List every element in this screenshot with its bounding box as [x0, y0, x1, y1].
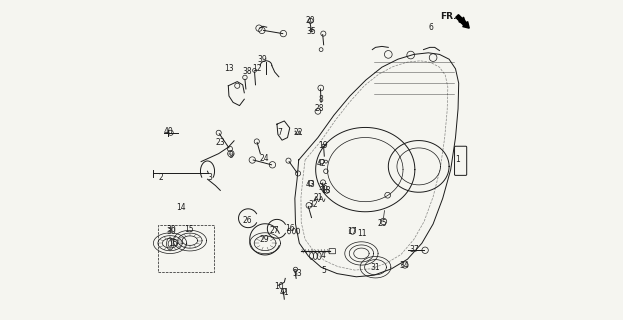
- Text: 18: 18: [321, 186, 331, 195]
- Text: 24: 24: [259, 154, 269, 163]
- Text: 42: 42: [316, 159, 326, 168]
- Text: 16: 16: [285, 224, 295, 233]
- Text: 30: 30: [166, 225, 176, 234]
- Text: 32: 32: [308, 200, 318, 209]
- Text: 14: 14: [176, 204, 186, 212]
- Text: FR.: FR.: [440, 12, 456, 21]
- Text: 9: 9: [229, 151, 233, 160]
- Text: 22: 22: [293, 128, 303, 137]
- Text: 5: 5: [321, 266, 326, 275]
- Text: 26: 26: [242, 216, 252, 225]
- Text: 8: 8: [319, 95, 323, 104]
- Text: 30: 30: [166, 228, 176, 236]
- Text: 2: 2: [159, 173, 163, 182]
- Text: 34: 34: [399, 261, 409, 270]
- Text: 39: 39: [257, 55, 267, 64]
- Text: 29: 29: [259, 236, 269, 244]
- Text: 15: 15: [184, 225, 194, 234]
- Text: 19: 19: [318, 141, 328, 150]
- Text: 31: 31: [371, 263, 380, 272]
- Text: 25: 25: [378, 220, 388, 228]
- Text: 33: 33: [292, 269, 302, 278]
- Text: 13: 13: [224, 64, 234, 73]
- Text: 4: 4: [320, 252, 325, 260]
- Ellipse shape: [166, 238, 174, 250]
- Text: 37: 37: [409, 245, 419, 254]
- Text: 43: 43: [306, 180, 316, 189]
- Text: 17: 17: [347, 228, 356, 236]
- Text: 28: 28: [315, 104, 324, 113]
- Text: 15: 15: [168, 239, 178, 248]
- Text: 38: 38: [242, 68, 252, 76]
- Text: 23: 23: [216, 138, 225, 147]
- Text: 1: 1: [455, 156, 460, 164]
- Text: 20: 20: [305, 16, 315, 25]
- Text: 6: 6: [428, 23, 433, 32]
- FancyArrow shape: [456, 15, 469, 28]
- Text: 36: 36: [319, 183, 328, 192]
- Text: 12: 12: [252, 64, 262, 73]
- Text: 40: 40: [163, 127, 173, 136]
- Text: 41: 41: [280, 288, 289, 297]
- Text: 27: 27: [270, 226, 280, 235]
- Text: 7: 7: [278, 128, 283, 137]
- Text: 21: 21: [314, 193, 323, 202]
- Text: 35: 35: [307, 27, 316, 36]
- Text: 3: 3: [207, 173, 212, 182]
- Text: 10: 10: [275, 282, 284, 291]
- Text: 11: 11: [358, 229, 367, 238]
